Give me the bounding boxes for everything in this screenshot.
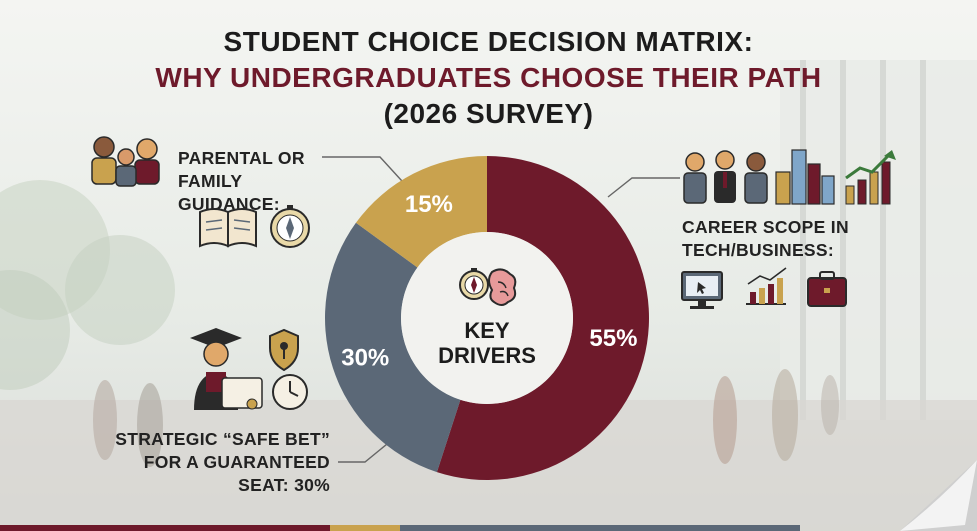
center-label-line-2: DRIVERS (438, 343, 536, 368)
label-safe-line-2: FOR A GUARANTEED (143, 452, 330, 472)
slice-labels: 55% 30% 15% (341, 191, 637, 372)
bottom-bar-gold (330, 525, 400, 531)
slice-label-0: 55% (589, 325, 637, 352)
chart-title: STUDENT CHOICE DECISION MATRIX: WHY UNDE… (0, 24, 977, 132)
growth-chart-icon (845, 150, 896, 205)
connector-safe (338, 439, 393, 463)
title-line-1: STUDENT CHOICE DECISION MATRIX: (223, 26, 754, 57)
label-safe-line-1: STRATEGIC “SAFE BET” (115, 429, 330, 449)
bottom-bar-red (0, 525, 330, 531)
certificate-icon (221, 377, 263, 410)
label-parental-line-1: PARENTAL OR (178, 148, 305, 168)
label-career-line-1: CAREER SCOPE IN (682, 217, 849, 237)
center-label-line-1: KEY (464, 318, 510, 343)
donut-slice-2 (355, 156, 487, 268)
compass-icon (459, 268, 489, 300)
business-people-icon (683, 150, 768, 204)
donut-slice-0 (436, 156, 649, 480)
book-icon (199, 208, 257, 248)
donut-slice-1 (324, 222, 461, 473)
slice-label-2: 15% (405, 191, 453, 218)
compass-small-icon (270, 205, 310, 248)
title-line-3: (2026 SURVEY) (383, 98, 594, 129)
label-career-line-2: TECH/BUSINESS: (682, 240, 834, 260)
label-parental-guidance: PARENTAL OR FAMILY GUIDANCE: (178, 147, 348, 216)
family-icon (91, 136, 160, 187)
donut-hole (401, 232, 573, 404)
bar-chart-icon (746, 267, 787, 305)
connector-career (607, 177, 680, 198)
title-line-2: WHY UNDERGRADUATES CHOOSE THEIR PATH (155, 62, 822, 93)
label-parental-line-2: FAMILY GUIDANCE: (178, 171, 280, 214)
label-safe-bet: STRATEGIC “SAFE BET” FOR A GUARANTEED SE… (98, 428, 330, 497)
brain-icon (488, 268, 517, 306)
label-career-scope: CAREER SCOPE IN TECH/BUSINESS: (682, 216, 882, 262)
slice-label-1: 30% (341, 345, 389, 372)
label-safe-line-3: SEAT: 30% (238, 475, 330, 495)
clock-icon (272, 374, 308, 410)
bottom-bar-gray (400, 525, 800, 531)
connector-parental (322, 156, 413, 193)
donut-slices (324, 156, 649, 480)
briefcase-icon (807, 271, 847, 307)
computer-monitor-icon (681, 271, 723, 309)
city-skyline-icon (775, 149, 835, 205)
shield-key-icon (269, 328, 299, 372)
